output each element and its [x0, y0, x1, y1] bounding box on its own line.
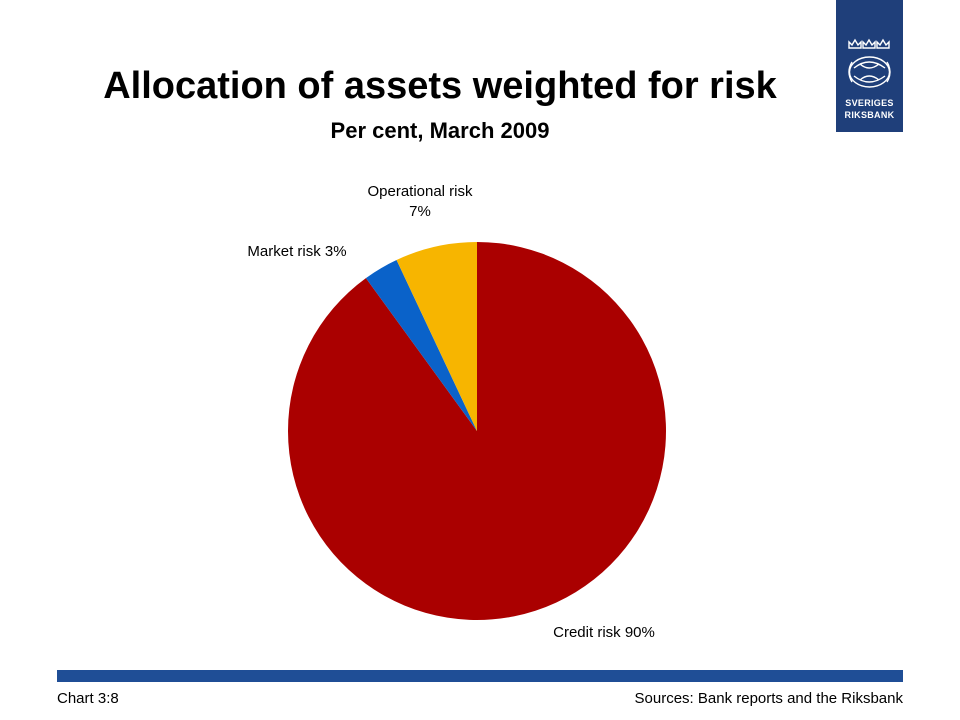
- footer-rule: [57, 670, 903, 682]
- sources-note: Sources: Bank reports and the Riksbank: [634, 690, 903, 707]
- pie-label-2: Operational risk 7%: [367, 183, 473, 220]
- chart-title: Allocation of assets weighted for risk: [103, 65, 777, 107]
- pie-labels: Credit risk 90% Market risk 3% Operational…: [247, 183, 654, 641]
- pie-label-1: Market risk 3%: [247, 243, 346, 260]
- pie-label-0: Credit risk 90%: [553, 624, 655, 641]
- pie-slice-1: [365, 259, 477, 431]
- pie-slice-2: [396, 242, 477, 431]
- pie-chart: Credit risk 90% Market risk 3% Operational…: [247, 183, 666, 641]
- chart-number: Chart 3:8: [57, 690, 119, 707]
- chart-subtitle: Per cent, March 2009: [330, 118, 550, 143]
- riksbank-logo: SVERIGES RIKSBANK: [836, 0, 903, 132]
- pie-slices: [287, 242, 666, 620]
- logo-text-riksbank: RIKSBANK: [844, 110, 895, 120]
- logo-text-sveriges: SVERIGES: [845, 98, 894, 108]
- crowns-emblem-icon: [848, 38, 891, 88]
